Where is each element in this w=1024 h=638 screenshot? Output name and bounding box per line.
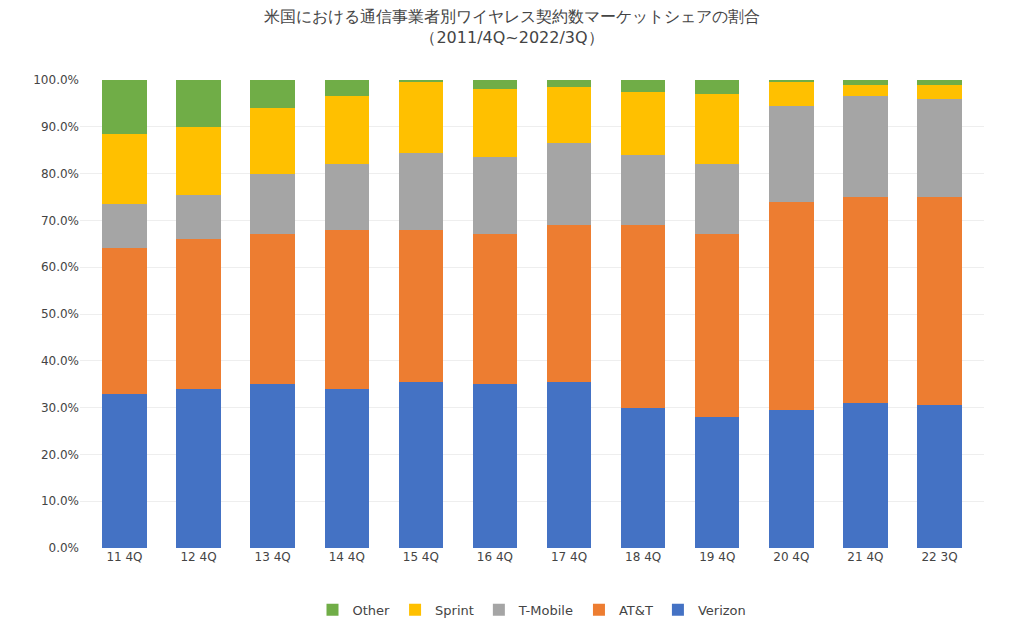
svg-text:16 4Q: 16 4Q (477, 550, 513, 564)
svg-text:10.0%: 10.0% (41, 494, 79, 508)
svg-text:80.0%: 80.0% (41, 167, 79, 181)
svg-text:米国における通信事業者別ワイヤレス契約数マーケットシェアの割: 米国における通信事業者別ワイヤレス契約数マーケットシェアの割合（2011/4Q~… (264, 7, 760, 47)
svg-text:Verizon: Verizon (698, 603, 746, 618)
svg-text:20.0%: 20.0% (41, 448, 79, 462)
svg-text:11 4Q: 11 4Q (106, 550, 142, 564)
svg-text:19 4Q: 19 4Q (699, 550, 735, 564)
svg-text:0.0%: 0.0% (49, 541, 80, 555)
svg-text:60.0%: 60.0% (41, 260, 79, 274)
svg-text:90.0%: 90.0% (41, 120, 79, 134)
svg-text:22 3Q: 22 3Q (921, 550, 957, 564)
svg-text:18 4Q: 18 4Q (625, 550, 661, 564)
svg-text:21 4Q: 21 4Q (847, 550, 883, 564)
svg-text:17 4Q: 17 4Q (551, 550, 587, 564)
svg-text:20 4Q: 20 4Q (773, 550, 809, 564)
svg-text:14 4Q: 14 4Q (329, 550, 365, 564)
svg-text:70.0%: 70.0% (41, 214, 79, 228)
svg-text:100.0%: 100.0% (33, 73, 79, 87)
svg-text:AT&T: AT&T (619, 603, 653, 618)
svg-text:13 4Q: 13 4Q (255, 550, 291, 564)
svg-text:30.0%: 30.0% (41, 401, 79, 415)
svg-text:50.0%: 50.0% (41, 307, 79, 321)
svg-text:12 4Q: 12 4Q (180, 550, 216, 564)
svg-text:40.0%: 40.0% (41, 354, 79, 368)
svg-text:Other: Other (353, 603, 391, 618)
svg-text:T-Mobile: T-Mobile (518, 603, 573, 618)
svg-text:Sprint: Sprint (435, 603, 474, 618)
svg-text:15 4Q: 15 4Q (403, 550, 439, 564)
